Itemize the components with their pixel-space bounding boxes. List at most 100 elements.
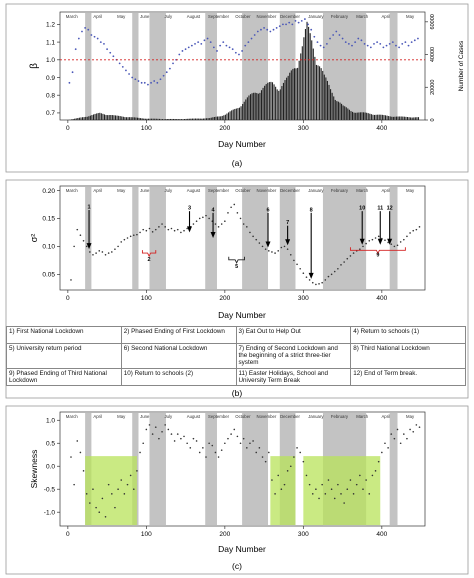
cases-bar <box>336 101 338 120</box>
cases-bar <box>89 115 91 120</box>
cases-bar <box>118 115 120 120</box>
skewness-point <box>330 488 333 491</box>
beta-point <box>228 46 231 49</box>
event-label: 6 <box>266 207 269 213</box>
variance-point <box>337 267 339 270</box>
skewness-point <box>85 493 88 495</box>
cases-bar <box>209 118 211 120</box>
cases-bar <box>121 116 123 120</box>
beta-point <box>203 39 206 42</box>
legend-cell: 5) University return period <box>6 343 122 369</box>
beta-point <box>238 53 240 56</box>
panel-c-ylabel: Skewness <box>29 450 39 489</box>
shaded-period <box>85 12 92 120</box>
skewness-point <box>214 451 217 454</box>
cases-bar <box>151 118 153 120</box>
y-tick-label: 0.8 <box>46 93 55 100</box>
variance-point <box>371 238 374 241</box>
skewness-point <box>399 442 402 445</box>
month-label: March <box>356 414 369 419</box>
month-label: March <box>356 188 369 193</box>
month-label: September <box>208 414 230 419</box>
beta-point <box>376 41 379 43</box>
month-label: December <box>280 188 300 193</box>
variance-point <box>359 248 361 250</box>
cases-bar <box>410 117 412 120</box>
month-label: April <box>93 414 102 419</box>
y-tick-label: 0.15 <box>42 216 55 223</box>
variance-point <box>390 243 393 245</box>
cases-bar <box>369 113 371 120</box>
variance-point <box>330 273 333 276</box>
cases-bar <box>287 75 289 120</box>
cases-bar <box>345 107 347 120</box>
cases-bar <box>306 21 308 120</box>
beta-point <box>241 50 244 52</box>
cases-bar <box>312 48 314 120</box>
variance-point <box>396 244 399 247</box>
panel-c-xlabel: Day Number <box>218 544 266 554</box>
skewness-point <box>101 497 104 500</box>
cases-bar <box>242 104 244 120</box>
cases-bar <box>124 117 126 120</box>
beta-point <box>357 37 360 40</box>
variance-point <box>246 226 248 228</box>
cases-bar <box>322 70 324 120</box>
cases-bar <box>213 116 215 120</box>
beta-point <box>385 44 388 47</box>
variance-point <box>318 283 320 285</box>
shaded-period <box>205 12 217 120</box>
variance-point <box>85 245 88 248</box>
beta-point <box>379 42 382 45</box>
cases-bar <box>314 56 316 120</box>
month-label: January <box>308 414 324 419</box>
panel-a-frame <box>5 3 469 173</box>
x-tick-label: 100 <box>141 531 152 538</box>
variance-point <box>123 238 126 241</box>
y-tick-label: 0.20 <box>42 188 55 195</box>
beta-point <box>363 42 366 45</box>
skewness-point <box>249 442 251 445</box>
skewness-point <box>186 442 188 445</box>
beta-point <box>150 81 152 84</box>
cases-bar <box>133 117 135 120</box>
cases-bar <box>260 90 263 120</box>
beta-point <box>391 41 394 43</box>
variance-point <box>327 275 330 278</box>
cases-bar <box>395 116 398 120</box>
variance-point <box>387 241 389 244</box>
skewness-point <box>73 483 75 486</box>
beta-point <box>382 46 385 49</box>
cases-bar <box>399 116 401 120</box>
beta-point <box>388 42 391 45</box>
cases-bar <box>179 119 181 120</box>
variance-point <box>280 246 283 249</box>
cases-bar <box>301 46 303 120</box>
cases-bar <box>85 116 87 120</box>
variance-point <box>349 255 352 257</box>
skewness-point <box>277 474 280 477</box>
cases-bar <box>202 118 204 120</box>
skewness-point <box>337 483 339 486</box>
cases-bar <box>384 115 387 120</box>
variance-point <box>283 245 286 248</box>
beta-point <box>282 23 284 26</box>
skewness-point <box>349 479 352 481</box>
skewness-point <box>393 437 396 440</box>
cases-bar <box>143 118 145 120</box>
beta-point <box>222 41 225 43</box>
month-label: September <box>208 14 230 19</box>
skewness-point <box>148 424 151 426</box>
skewness-point <box>374 470 377 472</box>
beta-point <box>209 41 212 43</box>
beta-point <box>319 44 322 47</box>
variance-point <box>384 239 386 242</box>
beta-point <box>71 71 74 74</box>
beta-point <box>147 83 149 86</box>
variance-point <box>104 253 107 256</box>
beta-point <box>84 27 87 29</box>
x-tick-label: 100 <box>141 295 152 302</box>
beta-point <box>300 19 303 22</box>
variance-point <box>324 279 327 281</box>
right-tick-label: 40000 <box>430 47 436 62</box>
